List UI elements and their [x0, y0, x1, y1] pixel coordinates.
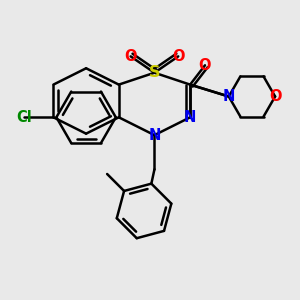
Text: N: N	[223, 89, 235, 104]
Text: N: N	[184, 110, 196, 125]
Text: O: O	[269, 89, 281, 104]
Text: N: N	[148, 128, 160, 142]
Text: O: O	[172, 49, 184, 64]
Text: O: O	[124, 49, 137, 64]
Text: Cl: Cl	[16, 110, 32, 125]
Text: S: S	[149, 65, 160, 80]
Text: O: O	[199, 58, 211, 73]
